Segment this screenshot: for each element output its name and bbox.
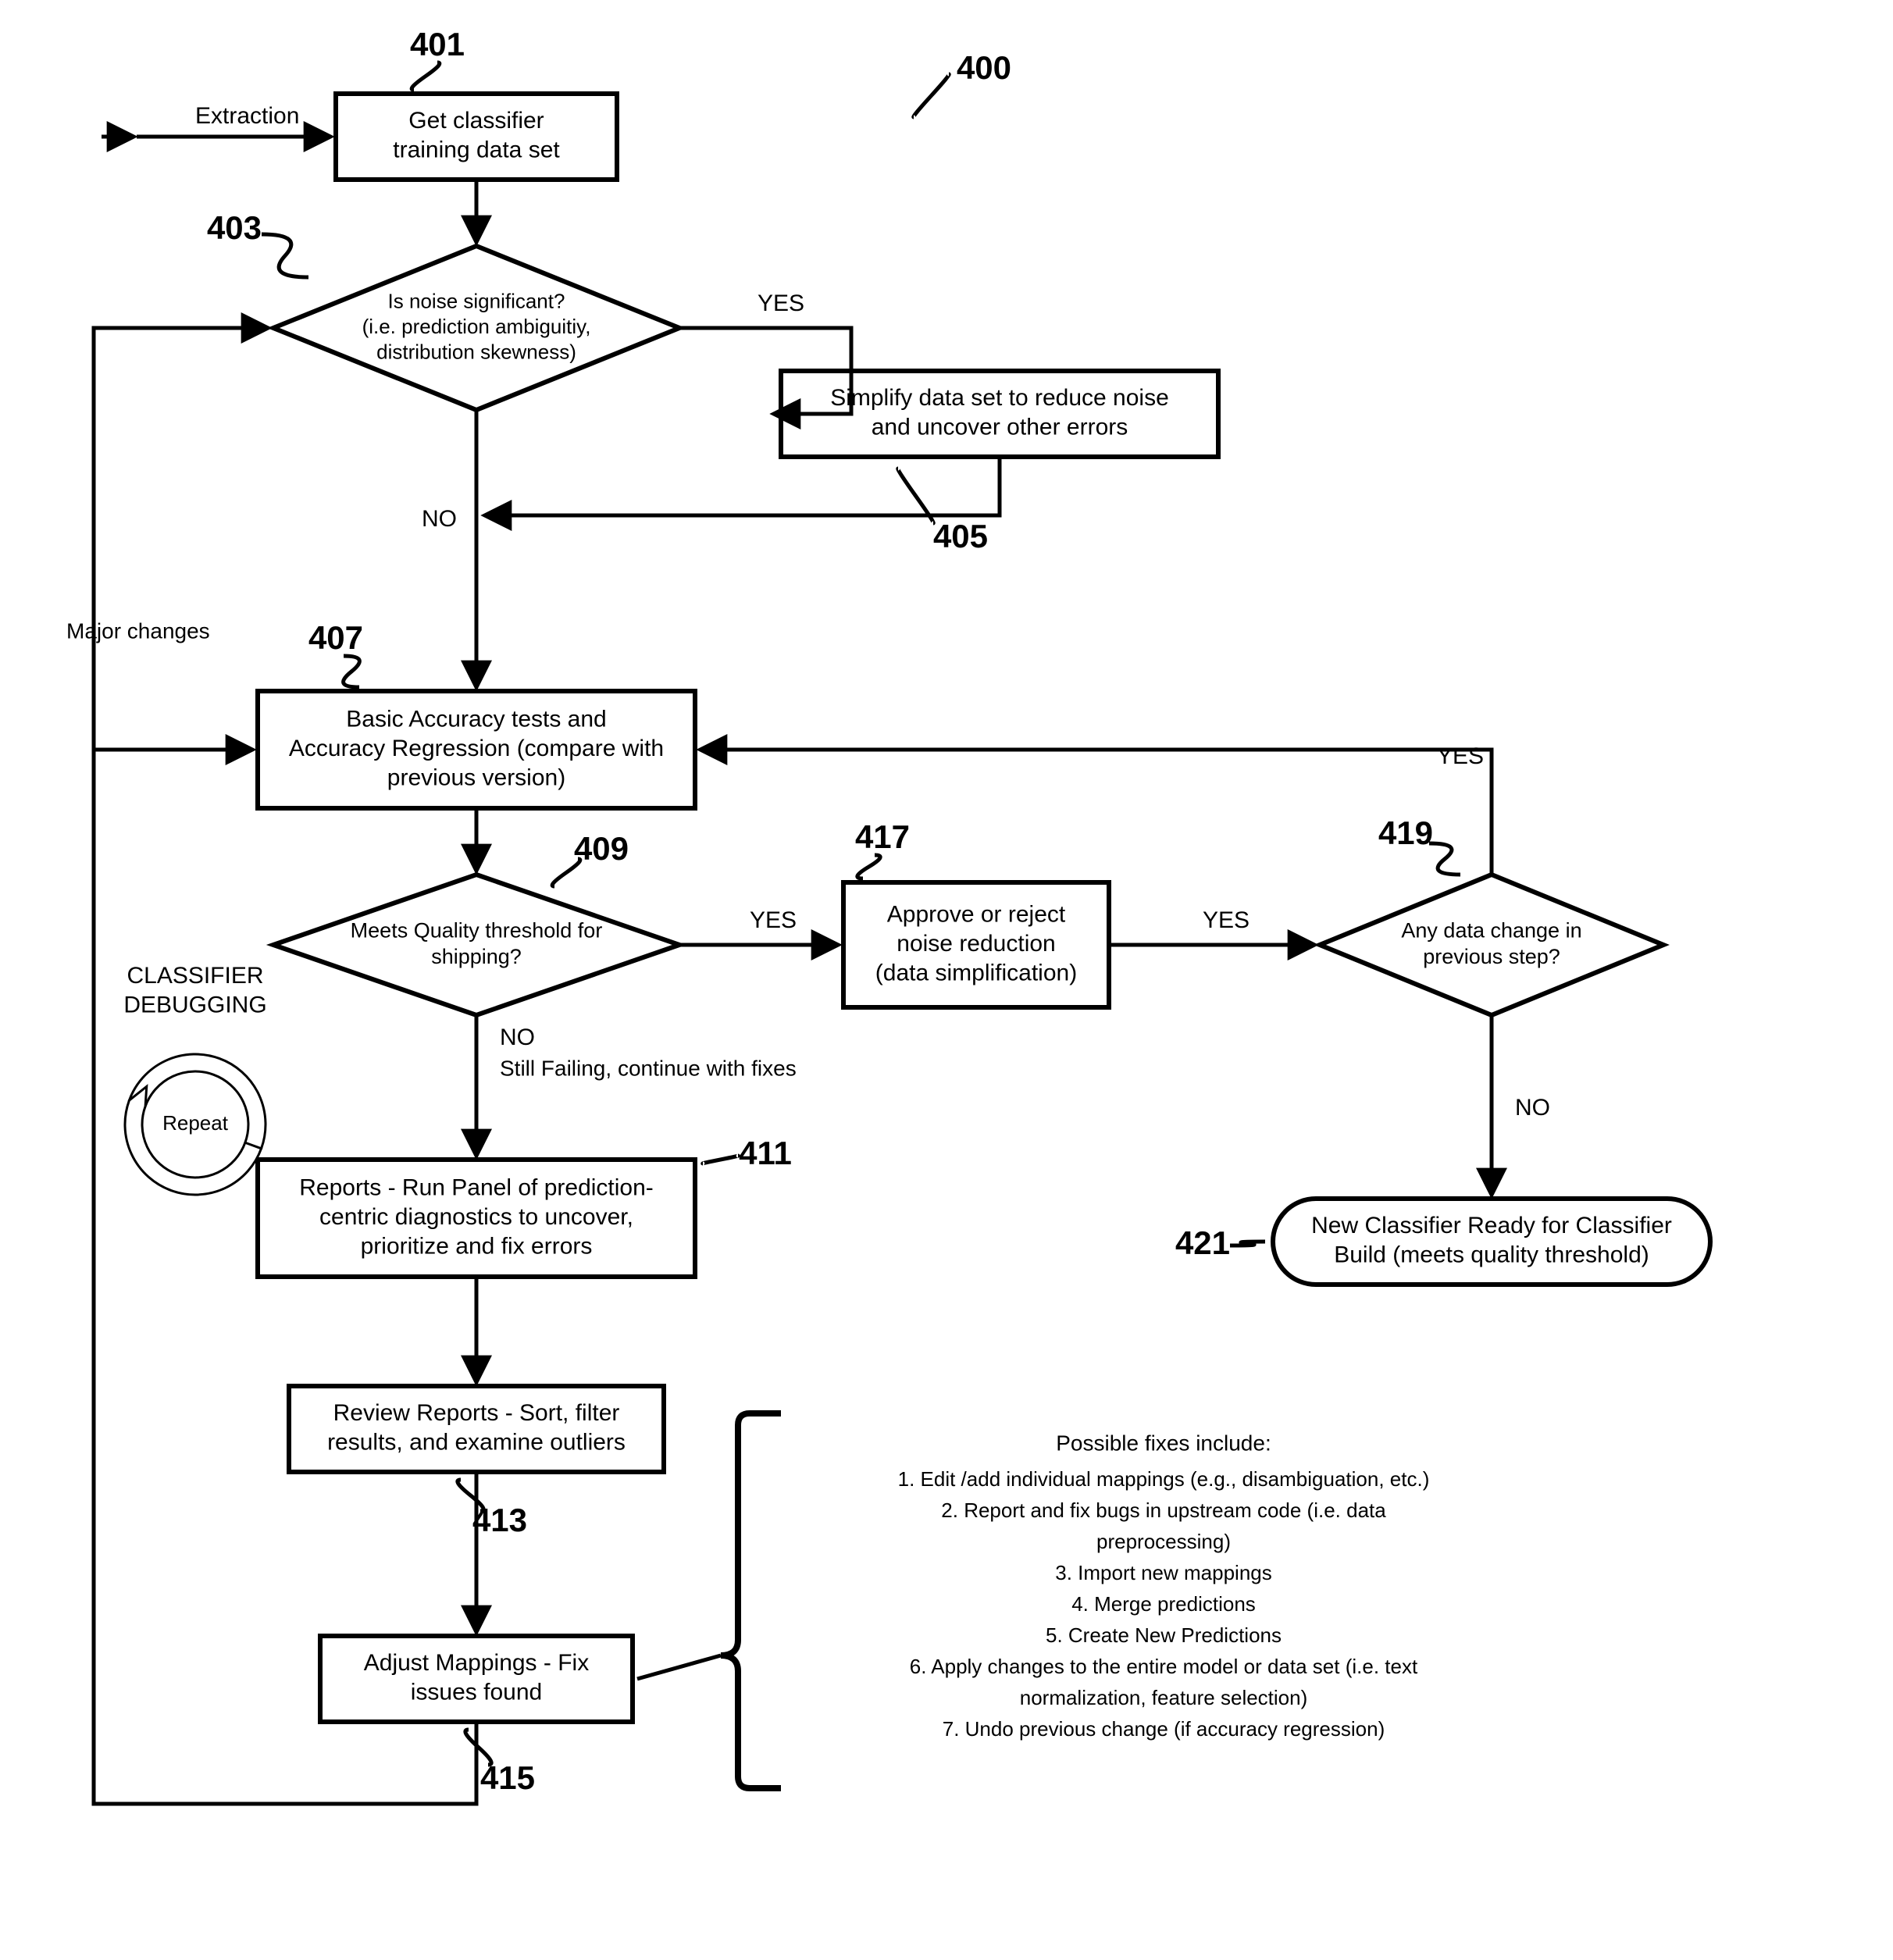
svg-text:noise reduction: noise reduction [897, 931, 1055, 957]
svg-text:409: 409 [574, 830, 629, 867]
svg-text:YES: YES [758, 290, 804, 316]
svg-text:Get classifier: Get classifier [408, 108, 544, 134]
flowchart: Get classifier training data set 401 400 Ext… [0, 0, 1893, 1960]
svg-text:407: 407 [308, 619, 363, 656]
svg-text:centric diagnostics to uncover: centric diagnostics to uncover, [319, 1204, 633, 1230]
svg-text:Repeat: Repeat [162, 1111, 229, 1135]
svg-text:NO: NO [422, 506, 457, 532]
svg-text:(i.e. prediction ambiguitiy,: (i.e. prediction ambiguitiy, [362, 315, 591, 338]
svg-text:training data set: training data set [393, 137, 560, 163]
svg-text:Possible fixes include:: Possible fixes include: [1056, 1431, 1271, 1455]
svg-text:Meets Quality threshold for: Meets Quality threshold for [351, 918, 603, 942]
svg-text:7. Undo previous change (if ac: 7. Undo previous change (if accuracy reg… [943, 1717, 1385, 1741]
svg-text:distribution skewness): distribution skewness) [376, 340, 576, 363]
svg-text:Still Failing, continue with f: Still Failing, continue with fixes [500, 1056, 797, 1080]
svg-text:Extraction: Extraction [195, 103, 299, 129]
svg-text:shipping?: shipping? [431, 945, 522, 968]
svg-text:previous step?: previous step? [1423, 945, 1560, 968]
svg-text:preprocessing): preprocessing) [1096, 1530, 1231, 1553]
svg-text:6. Apply changes to the entire: 6. Apply changes to the entire model or … [910, 1655, 1418, 1678]
svg-text:405: 405 [933, 518, 988, 554]
svg-text:Review Reports - Sort, filter: Review Reports - Sort, filter [333, 1400, 620, 1426]
svg-text:DEBUGGING: DEBUGGING [123, 992, 266, 1018]
svg-text:419: 419 [1378, 814, 1433, 851]
svg-text:Any data change in: Any data change in [1401, 918, 1581, 942]
svg-text:1. Edit /add individual mappin: 1. Edit /add individual mappings (e.g., … [898, 1467, 1430, 1491]
svg-text:and uncover other errors: and uncover other errors [872, 415, 1128, 440]
svg-text:401: 401 [410, 26, 465, 62]
svg-text:Is noise significant?: Is noise significant? [388, 289, 565, 312]
svg-text:403: 403 [207, 209, 262, 246]
svg-text:NO: NO [1515, 1095, 1550, 1121]
svg-text:417: 417 [855, 818, 910, 855]
svg-text:New Classifier Ready for Class: New Classifier Ready for Classifier [1311, 1213, 1672, 1238]
svg-text:2. Report and fix bugs in upst: 2. Report and fix bugs in upstream code … [941, 1499, 1386, 1522]
svg-text:previous version): previous version) [387, 764, 565, 790]
svg-text:Build (meets quality threshold: Build (meets quality threshold) [1334, 1242, 1649, 1268]
svg-text:4. Merge predictions: 4. Merge predictions [1071, 1592, 1256, 1616]
svg-text:Adjust Mappings - Fix: Adjust Mappings - Fix [364, 1650, 589, 1676]
svg-text:(data simplification): (data simplification) [875, 960, 1077, 985]
svg-text:YES: YES [1203, 907, 1250, 933]
svg-text:3. Import new mappings: 3. Import new mappings [1055, 1561, 1271, 1584]
svg-text:prioritize and fix errors: prioritize and fix errors [361, 1233, 593, 1259]
svg-text:Basic Accuracy tests and: Basic Accuracy tests and [346, 706, 607, 732]
svg-text:5. Create New Predictions: 5. Create New Predictions [1046, 1623, 1282, 1647]
svg-text:results, and examine outliers: results, and examine outliers [327, 1430, 626, 1456]
svg-text:Accuracy Regression (compare w: Accuracy Regression (compare with [289, 736, 664, 761]
svg-text:CLASSIFIER: CLASSIFIER [127, 963, 263, 989]
svg-text:Simplify data set to reduce no: Simplify data set to reduce noise [830, 385, 1169, 411]
svg-text:400: 400 [957, 49, 1011, 86]
svg-text:NO: NO [500, 1025, 535, 1050]
svg-text:YES: YES [1437, 743, 1484, 769]
svg-text:Reports - Run Panel of predict: Reports - Run Panel of prediction- [299, 1174, 654, 1200]
svg-text:Approve or reject: Approve or reject [887, 901, 1066, 927]
svg-text:YES: YES [750, 907, 797, 933]
svg-text:411: 411 [739, 1135, 792, 1171]
svg-text:normalization, feature selecti: normalization, feature selection) [1020, 1686, 1308, 1709]
svg-text:Major changes: Major changes [66, 618, 210, 643]
svg-text:issues found: issues found [411, 1680, 542, 1705]
svg-text:421: 421 [1175, 1224, 1230, 1261]
